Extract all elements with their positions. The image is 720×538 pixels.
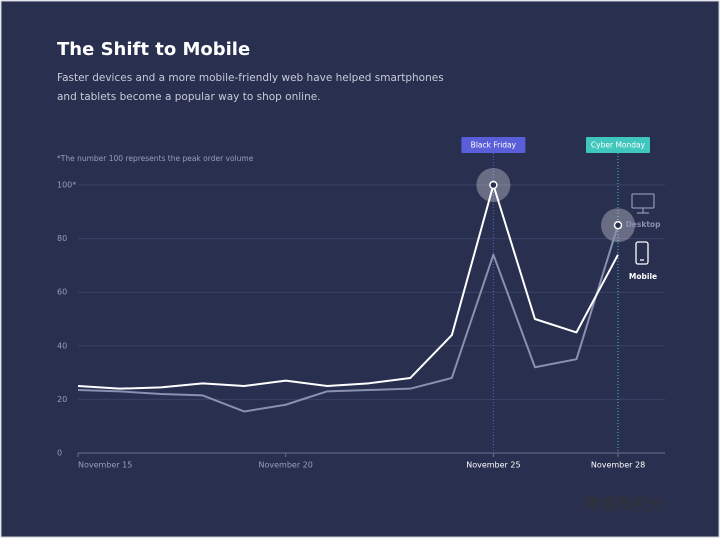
- highlight-point: [489, 180, 498, 190]
- y-tick-label: 60: [57, 288, 67, 297]
- y-tick-label: 80: [57, 234, 67, 243]
- annotation-tag: [586, 137, 650, 153]
- y-tick-label: 20: [57, 395, 67, 404]
- y-tick-label: 40: [57, 341, 67, 350]
- annotation-label: Cyber Monday: [591, 141, 646, 150]
- y-tick-label: 0: [57, 449, 62, 458]
- note: *The number 100 represents the peak orde…: [57, 154, 254, 163]
- annotation-label: Black Friday: [471, 141, 517, 150]
- subtitle: and tablets become a popular way to shop…: [57, 91, 321, 103]
- x-tick-label: November 15: [78, 461, 132, 470]
- highlight-point: [613, 220, 623, 230]
- series-line: [77, 184, 619, 390]
- x-tick-label: November 20: [259, 461, 313, 470]
- x-tick-label: November 25: [466, 461, 520, 470]
- chart-title: The Shift to Mobile: [57, 39, 250, 60]
- desktop-icon: [631, 193, 655, 214]
- mobile-icon: [635, 241, 649, 265]
- x-tick-label: November 28: [591, 461, 645, 470]
- watermark: 跨境微积分: [584, 495, 664, 514]
- subtitle: Faster devices and a more mobile-friendl…: [57, 72, 444, 84]
- y-tick-label: 100*: [57, 181, 76, 190]
- legend-label: Desktop: [626, 220, 662, 229]
- series-line: [77, 224, 619, 413]
- legend-label: Mobile: [629, 272, 657, 281]
- annotation-tag: [461, 137, 526, 153]
